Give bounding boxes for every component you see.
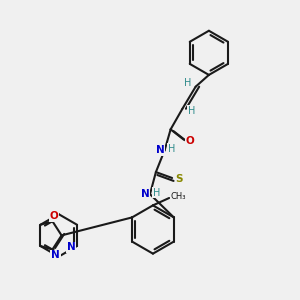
Text: O: O [186, 136, 195, 146]
Text: O: O [50, 211, 58, 221]
Text: H: H [167, 143, 175, 154]
Text: H: H [184, 78, 191, 88]
Text: H: H [153, 188, 160, 198]
Text: N: N [67, 242, 76, 253]
Text: N: N [141, 189, 150, 199]
Text: S: S [176, 174, 183, 184]
Text: CH₃: CH₃ [171, 192, 186, 201]
Text: N: N [156, 145, 164, 155]
Text: H: H [188, 106, 196, 116]
Text: N: N [51, 250, 60, 260]
